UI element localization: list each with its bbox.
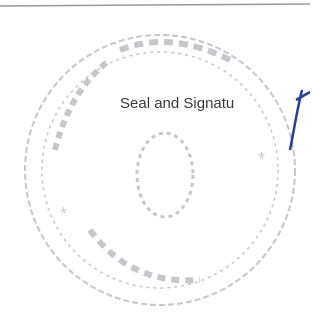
document-fragment: * * Seal and Signatu [0, 0, 310, 324]
seal-label: Seal and Signatu [120, 95, 234, 112]
seal-star: * [60, 204, 67, 224]
seal-star: * [258, 149, 265, 169]
